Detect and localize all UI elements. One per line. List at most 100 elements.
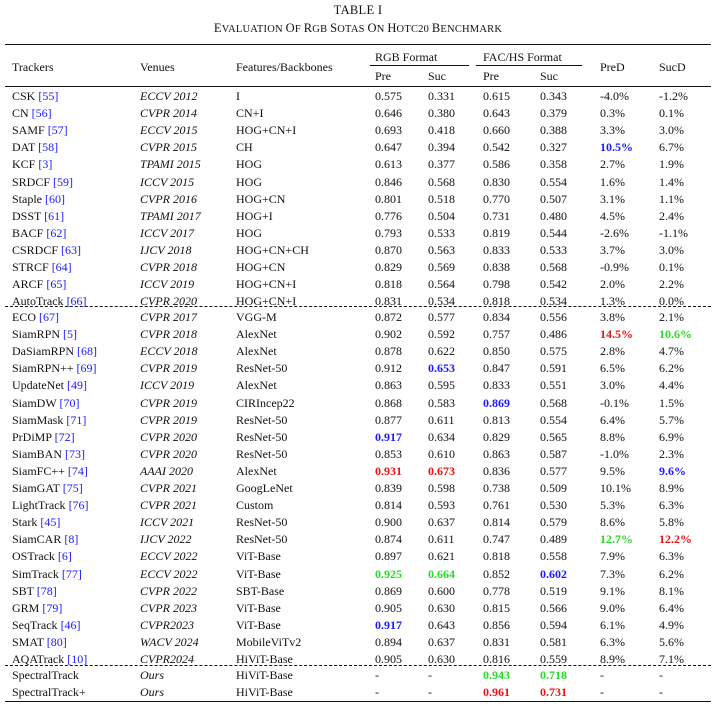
citation-link[interactable]: [8] <box>64 532 79 547</box>
citation-link[interactable]: [60] <box>45 191 65 206</box>
citation-link[interactable]: [73] <box>65 446 86 461</box>
tracker-name-cell: ARCF [65] <box>12 276 66 292</box>
citation-link[interactable]: [77] <box>61 566 82 581</box>
fh-pre-cell: 0.852 <box>483 566 510 581</box>
citation-link[interactable]: [5] <box>63 327 78 342</box>
fh-suc-cell: 0.554 <box>540 412 567 427</box>
citation-link[interactable]: [76] <box>68 498 89 513</box>
citation-link[interactable]: [75] <box>62 481 83 495</box>
venue-cell: CVPR 2019 <box>140 361 197 376</box>
citation-link[interactable]: [57] <box>47 123 68 138</box>
pred-cell: -4.0% <box>600 89 629 103</box>
citation-link[interactable]: [69] <box>76 361 97 376</box>
tracker-name: ECO <box>12 310 36 324</box>
fh-pre-cell: 0.770 <box>483 191 510 206</box>
feature-cell: CH <box>236 140 253 155</box>
citation-link[interactable]: [61] <box>44 208 65 223</box>
tracker-name: SAMF <box>12 123 45 138</box>
fh-suc-cell: 0.577 <box>540 463 567 478</box>
citation-link[interactable]: [71] <box>66 412 87 427</box>
fh-pre-cell: 0.943 <box>483 668 510 682</box>
sucd-cell: -1.1% <box>659 225 688 240</box>
citation-link[interactable]: [62] <box>46 225 67 240</box>
rgb-pre-cell: 0.846 <box>375 174 402 189</box>
rgb-suc-cell: - <box>428 685 432 700</box>
rgb-pre-cell: 0.693 <box>375 123 402 138</box>
tracker-name-cell: CSRDCF [63] <box>12 242 81 258</box>
rgb-pre-cell: 0.902 <box>375 327 402 342</box>
venue-cell: CVPR 2023 <box>140 600 197 615</box>
citation-link[interactable]: [46] <box>60 617 81 632</box>
citation-link[interactable]: [3] <box>38 157 53 172</box>
fh-pre-cell: 0.757 <box>483 327 510 342</box>
venue-cell: CVPR 2017 <box>140 310 197 324</box>
pred-cell: -2.6% <box>600 225 629 240</box>
table-caption: EVALUATION OF RGB SOTAS ON HOTC20 BENCHM… <box>213 21 503 35</box>
fh-pre-cell: 0.747 <box>483 532 510 547</box>
sucd-cell: 0.0% <box>659 294 684 309</box>
citation-link[interactable]: [67] <box>39 310 59 324</box>
citation-link[interactable]: [49] <box>66 378 87 393</box>
venue-cell: CVPR 2021 <box>140 481 197 495</box>
fh-suc-cell: 0.388 <box>540 123 567 138</box>
citation-link[interactable]: [66] <box>66 294 87 309</box>
venue-cell: Ours <box>140 668 165 682</box>
fh-suc-cell: 0.568 <box>540 260 567 274</box>
rgb-pre-cell: 0.613 <box>375 157 402 172</box>
tracker-name-cell: SpectralTrack <box>12 667 79 683</box>
rgb-pre-cell: 0.872 <box>375 310 402 324</box>
citation-link[interactable]: [79] <box>42 600 63 615</box>
fh-pre-cell: 0.818 <box>483 294 510 309</box>
tracker-name-cell: SimTrack [77] <box>12 566 82 582</box>
citation-link[interactable]: [78] <box>36 583 57 598</box>
header-pred: PreD <box>600 60 625 74</box>
tracker-name: UpdateNet <box>12 378 64 393</box>
pred-cell: - <box>600 668 604 682</box>
fh-pre-cell: 0.586 <box>483 157 510 172</box>
citation-link[interactable]: [10] <box>67 652 88 666</box>
fh-pre-cell: 0.961 <box>483 685 510 700</box>
feature-cell: HOG+CN+I <box>236 123 297 138</box>
citation-link[interactable]: [65] <box>46 277 67 292</box>
citation-link[interactable]: [70] <box>59 395 80 410</box>
fh-pre-cell: 0.818 <box>483 549 510 564</box>
feature-cell: CIRIncep22 <box>236 395 295 410</box>
citation-link[interactable]: [59] <box>53 174 74 189</box>
tracker-name: SiamRPN <box>12 327 61 342</box>
citation-link[interactable]: [58] <box>38 140 59 155</box>
citation-link[interactable]: [64] <box>51 260 72 274</box>
sucd-cell: 2.3% <box>659 446 684 461</box>
fh-suc-cell: 0.594 <box>540 617 567 632</box>
fh-suc-cell: 0.602 <box>540 566 567 581</box>
citation-link[interactable]: [56] <box>31 106 52 121</box>
sucd-cell: 6.7% <box>659 140 684 155</box>
citation-link[interactable]: [80] <box>46 634 67 649</box>
rgb-pre-cell: 0.801 <box>375 191 402 206</box>
citation-link[interactable]: [45] <box>40 515 61 530</box>
venue-cell: TPAMI 2015 <box>140 157 201 172</box>
venue-cell: CVPR 2016 <box>140 191 197 206</box>
citation-link[interactable]: [68] <box>77 344 98 359</box>
rgb-suc-cell: 0.563 <box>428 242 455 257</box>
tracker-name: CSRDCF <box>12 242 59 257</box>
sucd-cell: 3.0% <box>659 242 684 257</box>
citation-link[interactable]: [74] <box>67 463 88 478</box>
pred-cell: 2.0% <box>600 277 625 292</box>
sucd-cell: -1.2% <box>659 89 688 103</box>
citation-link[interactable]: [55] <box>38 89 59 103</box>
feature-cell: HiViT-Base <box>236 652 293 666</box>
rgb-pre-cell: 0.917 <box>375 617 402 632</box>
citation-link[interactable]: [6] <box>57 549 72 564</box>
rgb-suc-cell: 0.664 <box>428 566 455 581</box>
citation-link[interactable]: [72] <box>54 429 75 444</box>
fh-suc-cell: 0.591 <box>540 361 567 376</box>
fh-pre-cell: 0.813 <box>483 412 510 427</box>
feature-cell: HOG+CN+I <box>236 277 297 292</box>
citation-link[interactable]: [63] <box>61 242 82 257</box>
fh-pre-cell: 0.830 <box>483 174 510 189</box>
fh-pre-cell: 0.829 <box>483 429 510 444</box>
sucd-cell: 3.0% <box>659 123 684 138</box>
rgb-pre-cell: 0.839 <box>375 481 402 495</box>
sucd-cell: 4.7% <box>659 344 684 359</box>
fh-pre-cell: 0.731 <box>483 208 510 223</box>
